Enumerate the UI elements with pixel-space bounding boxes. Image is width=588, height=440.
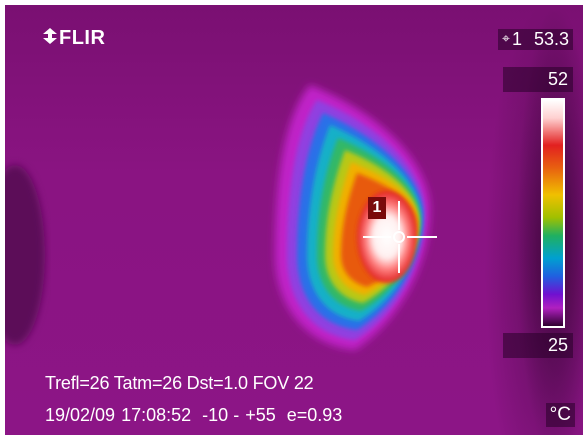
- spot-crosshair-icon[interactable]: [363, 201, 437, 273]
- date-label: 19/02/09: [45, 405, 116, 425]
- temperature-colorbar: [541, 98, 565, 328]
- range-low-label: -10 -: [202, 405, 240, 425]
- emissivity-label: e=0.93: [286, 405, 343, 425]
- unit-label: °C: [545, 403, 575, 427]
- spot-temperature: 53.3: [533, 29, 569, 49]
- cool-region: [5, 165, 45, 345]
- range-high-label: +55: [245, 405, 276, 425]
- flir-logo: FLIR: [43, 27, 105, 50]
- thermal-image: [5, 85, 437, 350]
- time-label: 17:08:52: [121, 405, 192, 425]
- brand-name: FLIR: [59, 27, 106, 49]
- flir-logo-icon: [43, 27, 57, 50]
- scale-min-label: 25: [503, 333, 573, 358]
- parameters-line: Trefl=26 Tatm=26 Dst=1.0 FOV 22: [45, 373, 314, 393]
- spot-meter-icon: ⌖: [502, 30, 510, 46]
- spot-marker-label: 1: [368, 197, 386, 219]
- spot-readout: ⌖ 1 53.3: [498, 29, 573, 50]
- thermal-image-frame: FLIR ⌖ 1 53.3 52 25 1 Trefl=26 Tatm=26 Dst…: [5, 5, 583, 435]
- scale-max-label: 52: [503, 67, 573, 92]
- status-line: 19/02/09 17:08:52 -10 - +55 e=0.93: [45, 405, 348, 426]
- spot-index: 1: [511, 29, 522, 49]
